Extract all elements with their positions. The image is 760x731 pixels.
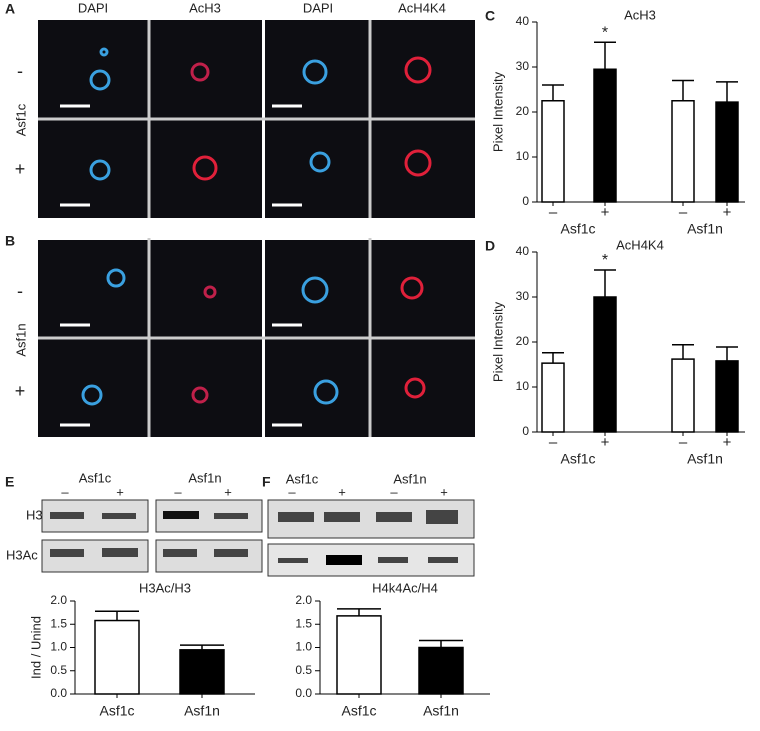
x-tick-label: Asf1c xyxy=(99,703,134,719)
y-tick-label: 1.5 xyxy=(50,616,67,630)
bar xyxy=(94,619,140,695)
blot-row: H3Ac xyxy=(6,547,38,562)
lane: + xyxy=(116,484,124,499)
gene-label: Asf1c xyxy=(13,103,28,136)
panel-letter: A xyxy=(5,1,15,17)
lane: – xyxy=(174,484,182,499)
condition: + xyxy=(15,159,26,179)
y-axis-label: Ind / Unind xyxy=(28,616,43,679)
y-axis-label: Pixel Intensity xyxy=(490,71,505,152)
x-tick-label: – xyxy=(549,434,558,451)
y-tick-label: 20 xyxy=(516,104,530,118)
y-tick-label: 0.0 xyxy=(295,686,312,700)
column-label: DAPI xyxy=(78,0,108,15)
bar xyxy=(671,100,695,203)
y-tick-label: 40 xyxy=(516,14,530,28)
lane: – xyxy=(390,484,398,499)
condition: + xyxy=(15,381,26,401)
chart-title: H3Ac/H3 xyxy=(139,580,191,595)
bar xyxy=(593,68,617,203)
bar xyxy=(715,360,739,433)
blot-row: H3 xyxy=(26,507,43,522)
y-tick-label: 0.0 xyxy=(50,686,67,700)
x-tick-label: Asf1n xyxy=(423,703,459,719)
chart-title: AcH4K4 xyxy=(616,237,664,252)
lane: – xyxy=(61,484,69,499)
lane: + xyxy=(224,484,232,499)
y-tick-label: 0.5 xyxy=(50,663,67,677)
panel-letter: D xyxy=(485,238,495,254)
bar xyxy=(593,296,617,433)
x-tick-label: – xyxy=(679,204,688,221)
group-label: Asf1n xyxy=(687,221,723,237)
x-tick-label: + xyxy=(723,434,732,451)
y-tick-label: 2.0 xyxy=(50,593,67,607)
x-tick-label: – xyxy=(549,204,558,221)
group-label: Asf1c xyxy=(560,451,595,467)
condition: - xyxy=(17,281,23,301)
lane: + xyxy=(338,484,346,499)
y-tick-label: 30 xyxy=(516,59,530,73)
x-tick-label: Asf1c xyxy=(341,703,376,719)
bar xyxy=(715,101,739,203)
y-tick-label: 10 xyxy=(516,149,530,163)
chart-title: AcH3 xyxy=(624,7,656,22)
y-tick-label: 0.5 xyxy=(295,663,312,677)
x-tick-label: Asf1n xyxy=(184,703,220,719)
column-label: AcH3 xyxy=(189,0,221,15)
lane: – xyxy=(288,484,296,499)
y-tick-label: 20 xyxy=(516,334,530,348)
column-label: DAPI xyxy=(303,0,333,15)
gene-label: Asf1n xyxy=(13,323,28,356)
microscopy xyxy=(38,20,475,437)
condition: - xyxy=(17,61,23,81)
column-label: AcH4K4 xyxy=(398,0,446,15)
lane: + xyxy=(440,484,448,499)
blots: H3 H3Ac Asf1c Asf1n – + – + Asf1c Asf1n … xyxy=(6,470,475,577)
y-tick-label: 1.0 xyxy=(295,640,312,654)
significance: * xyxy=(602,24,608,41)
y-tick-label: 1.0 xyxy=(50,640,67,654)
bar xyxy=(671,358,695,433)
group-label: Asf1n xyxy=(687,451,723,467)
bar xyxy=(336,615,382,695)
y-tick-label: 0 xyxy=(522,424,529,438)
y-tick-label: 40 xyxy=(516,244,530,258)
y-tick-label: 10 xyxy=(516,379,530,393)
blot-group: Asf1n xyxy=(188,470,221,485)
x-tick-label: + xyxy=(601,434,610,451)
y-tick-label: 2.0 xyxy=(295,593,312,607)
y-tick-label: 30 xyxy=(516,289,530,303)
bar xyxy=(541,362,565,433)
x-tick-label: – xyxy=(679,434,688,451)
blot-group: Asf1n xyxy=(393,471,426,486)
panel-letter: C xyxy=(485,8,495,24)
bar xyxy=(179,649,225,695)
x-tick-label: + xyxy=(601,204,610,221)
significance: * xyxy=(602,252,608,269)
group-label: Asf1c xyxy=(560,221,595,237)
bar xyxy=(418,646,464,695)
y-tick-label: 0 xyxy=(522,194,529,208)
panel-letter: F xyxy=(262,474,271,490)
y-tick-label: 1.5 xyxy=(295,616,312,630)
bar xyxy=(541,100,565,203)
panel-letter: B xyxy=(5,233,15,249)
chart-title: H4k4Ac/H4 xyxy=(372,580,438,595)
blot-group: Asf1c xyxy=(286,471,319,486)
panel-letter: E xyxy=(5,474,14,490)
y-axis-label: Pixel Intensity xyxy=(490,301,505,382)
blot-group: Asf1c xyxy=(79,470,112,485)
x-tick-label: + xyxy=(723,204,732,221)
